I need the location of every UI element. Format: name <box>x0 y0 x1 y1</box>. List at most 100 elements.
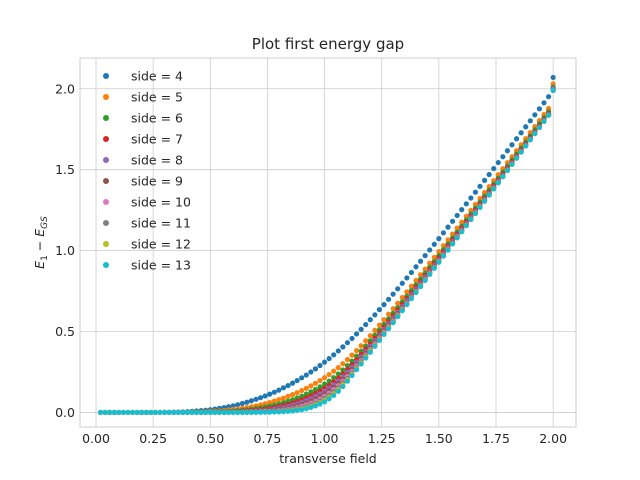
y-tick-label: 0.0 <box>55 405 75 420</box>
legend-marker <box>103 220 109 226</box>
data-point <box>143 409 149 416</box>
data-point <box>449 231 456 237</box>
data-point <box>317 401 323 407</box>
data-point <box>532 130 538 137</box>
data-point <box>331 352 337 358</box>
data-point <box>445 237 451 243</box>
data-point <box>225 409 232 416</box>
data-point <box>472 189 479 195</box>
data-point <box>180 409 186 416</box>
data-point <box>381 302 387 308</box>
data-point <box>276 397 282 403</box>
data-point <box>340 383 346 390</box>
data-point <box>417 272 424 278</box>
data-point <box>344 363 351 369</box>
data-point <box>280 409 287 415</box>
data-point <box>349 352 355 358</box>
data-point <box>481 177 488 183</box>
x-tick-label: 1.00 <box>311 431 339 446</box>
data-point <box>353 331 360 337</box>
data-point <box>491 165 497 172</box>
data-point <box>331 375 337 381</box>
data-point <box>335 348 341 354</box>
data-point <box>326 396 332 402</box>
data-point <box>440 230 447 236</box>
data-point <box>541 100 547 106</box>
data-point <box>125 409 131 416</box>
x-tick-label: 0.00 <box>82 431 110 446</box>
data-point <box>312 380 319 386</box>
x-tick-label: 0.25 <box>139 431 167 446</box>
data-point <box>276 387 282 393</box>
data-point <box>545 94 552 100</box>
data-point <box>390 306 396 312</box>
data-point <box>404 289 410 295</box>
data-point <box>500 174 506 180</box>
data-point <box>344 340 351 346</box>
data-point <box>372 343 378 349</box>
data-point <box>166 409 172 416</box>
data-point <box>468 207 474 214</box>
data-point <box>235 402 241 408</box>
data-point <box>262 393 268 399</box>
y-axis-title: E1 − EGS <box>32 216 50 269</box>
data-point <box>244 409 250 416</box>
data-point <box>161 409 168 416</box>
legend-item: side = 7 <box>103 132 183 147</box>
data-point <box>317 377 323 384</box>
data-point <box>317 362 323 369</box>
y-tick-label: 1.5 <box>55 162 75 177</box>
data-point <box>321 399 328 405</box>
data-point <box>294 377 300 384</box>
data-point <box>175 409 181 416</box>
data-point <box>340 367 346 373</box>
data-point <box>422 277 428 283</box>
data-point <box>399 308 405 314</box>
legend-marker <box>103 157 109 163</box>
y-tick-label: 2.0 <box>55 81 75 96</box>
data-point <box>468 195 474 201</box>
data-point <box>404 275 410 281</box>
data-point <box>321 381 328 387</box>
data-point <box>427 247 433 253</box>
data-point <box>518 149 524 155</box>
data-point <box>294 390 300 396</box>
data-point <box>477 183 483 189</box>
data-point <box>385 326 392 332</box>
legend-label: side = 9 <box>131 174 183 189</box>
data-point <box>239 409 245 416</box>
x-axis-ticks: 0.00 0.25 0.50 0.75 1.00 1.25 1.50 1.75 2.00 <box>82 431 567 446</box>
legend-item: side = 5 <box>103 90 183 105</box>
data-point <box>193 409 200 416</box>
data-point <box>326 371 332 378</box>
data-point <box>321 359 328 365</box>
data-point <box>550 87 556 93</box>
data-point <box>335 371 341 377</box>
legend-label: side = 12 <box>131 237 191 252</box>
data-point <box>212 409 218 416</box>
data-point <box>235 409 241 416</box>
data-point <box>509 161 515 167</box>
data-point <box>303 406 309 412</box>
data-point <box>230 409 236 416</box>
legend-label: side = 10 <box>131 195 191 210</box>
data-point <box>134 409 140 416</box>
data-point <box>285 393 291 400</box>
data-point <box>171 409 177 416</box>
data-point <box>477 204 483 210</box>
data-point <box>267 391 273 397</box>
data-point <box>513 136 520 142</box>
data-point <box>472 201 479 208</box>
data-point <box>422 253 428 259</box>
legend-label: side = 8 <box>131 153 183 168</box>
data-point <box>513 155 520 161</box>
data-point <box>495 159 501 166</box>
data-point <box>253 396 259 402</box>
legend-label: side = 11 <box>131 216 191 231</box>
data-point <box>363 321 369 328</box>
data-point <box>326 378 332 384</box>
data-point <box>427 271 433 277</box>
data-point <box>303 385 309 391</box>
data-point <box>468 216 474 223</box>
data-point <box>120 409 127 416</box>
